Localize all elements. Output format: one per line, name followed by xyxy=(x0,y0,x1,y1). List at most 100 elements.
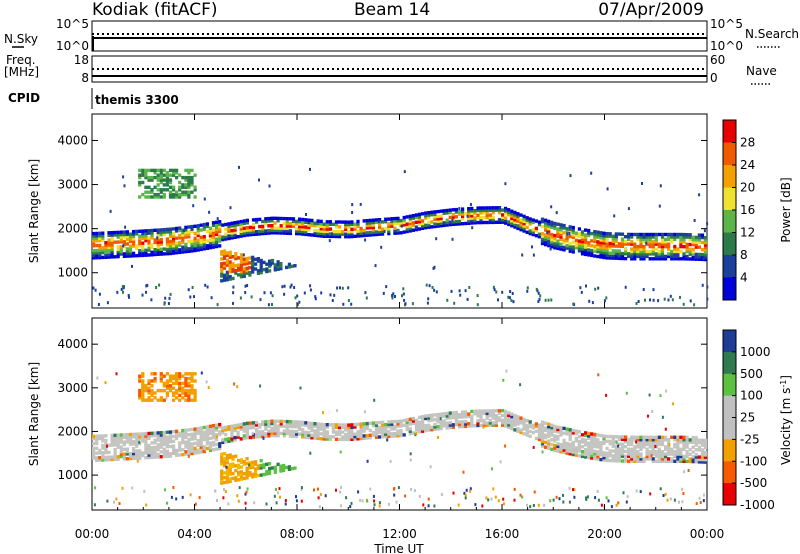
p-cell xyxy=(215,237,219,241)
v-cell xyxy=(651,438,655,442)
p-cell xyxy=(222,266,227,270)
v-cell xyxy=(144,439,148,443)
v-cell xyxy=(208,431,213,436)
p-cell xyxy=(150,298,153,302)
v-cell xyxy=(138,376,142,381)
v-cell xyxy=(366,499,369,503)
v-cell xyxy=(144,398,148,402)
p-cell xyxy=(473,209,477,213)
p-cell xyxy=(599,252,603,257)
p-cell xyxy=(239,275,244,279)
v-cell xyxy=(165,440,169,444)
p-cell xyxy=(439,221,443,225)
p-cell xyxy=(208,231,213,235)
p-cell xyxy=(470,206,474,211)
v-cell xyxy=(162,440,166,444)
p-cell xyxy=(421,212,425,216)
v-cell xyxy=(159,398,163,402)
v-cell xyxy=(175,448,179,453)
v-cell xyxy=(150,431,154,435)
v-cell xyxy=(462,470,465,474)
p-cell xyxy=(282,221,286,226)
v-cell xyxy=(295,422,299,427)
v-cell xyxy=(211,443,216,447)
p-cell xyxy=(657,257,661,261)
v-cell xyxy=(199,438,203,442)
v-cell xyxy=(697,457,701,462)
v-cell xyxy=(676,438,680,442)
v-cell xyxy=(660,438,665,442)
p-cell xyxy=(451,215,455,219)
p-cell xyxy=(605,251,609,255)
p-cell xyxy=(697,238,701,242)
p-cell xyxy=(282,231,286,235)
station-title: Kodiak (fitACF) xyxy=(92,0,218,20)
p-cell xyxy=(482,216,486,220)
p-cell xyxy=(199,242,203,247)
p-cell xyxy=(331,232,333,236)
v-cell xyxy=(648,440,652,444)
p-cell xyxy=(642,288,645,291)
v-cell xyxy=(593,440,597,444)
p-cell xyxy=(685,249,689,254)
p-cell xyxy=(381,220,385,224)
v-cell xyxy=(513,418,517,422)
p-cell xyxy=(556,241,560,246)
p-cell xyxy=(685,233,689,237)
v-cell xyxy=(584,452,588,457)
v-cell xyxy=(144,444,148,448)
v-cell xyxy=(481,504,484,508)
p-cell xyxy=(159,168,163,173)
v-cell xyxy=(298,422,302,427)
p-cell xyxy=(550,298,553,302)
p-cell xyxy=(165,171,169,175)
v-cell xyxy=(205,425,209,429)
v-cell xyxy=(645,440,649,444)
v-cell xyxy=(667,447,671,451)
p-cell xyxy=(599,245,603,249)
v-cell xyxy=(125,457,129,461)
v-cell xyxy=(347,437,351,442)
p-cell xyxy=(424,213,428,218)
p-cell xyxy=(168,249,173,253)
v-cell xyxy=(442,424,446,428)
p-cell xyxy=(430,220,434,224)
p-cell xyxy=(190,175,194,180)
p-cell xyxy=(645,254,649,259)
v-cell xyxy=(488,409,492,413)
v-cell xyxy=(577,446,581,451)
p-cell xyxy=(101,233,105,238)
p-cell xyxy=(234,268,238,273)
v-cell xyxy=(537,425,542,430)
v-cell xyxy=(221,426,225,430)
p-cell xyxy=(580,232,585,237)
p-cell xyxy=(679,249,683,254)
v-cell xyxy=(670,450,674,454)
p-cell xyxy=(636,237,640,242)
velocity-colorbar-cell xyxy=(723,373,736,397)
v-cell xyxy=(660,457,665,461)
v-cell xyxy=(602,434,606,438)
p-cell xyxy=(242,267,246,271)
p-cell xyxy=(408,229,412,233)
beam-title: Beam 14 xyxy=(354,0,431,20)
p-cell xyxy=(457,210,462,214)
v-cell xyxy=(676,445,680,449)
v-cell xyxy=(353,422,357,427)
p-cell xyxy=(110,250,114,254)
p-cell xyxy=(642,235,646,239)
p-cell xyxy=(368,226,372,230)
p-cell xyxy=(184,183,188,187)
p-cell xyxy=(580,252,585,256)
p-cell xyxy=(641,182,643,185)
v-cell xyxy=(667,450,671,454)
p-cell xyxy=(516,226,520,231)
p-cell xyxy=(436,209,440,214)
v-cell xyxy=(430,418,434,422)
p-cell xyxy=(673,237,677,242)
p-cell xyxy=(620,232,625,236)
p-cell xyxy=(101,250,105,255)
v-cell xyxy=(165,445,169,449)
p-cell xyxy=(233,228,237,232)
p-cell xyxy=(359,226,363,231)
